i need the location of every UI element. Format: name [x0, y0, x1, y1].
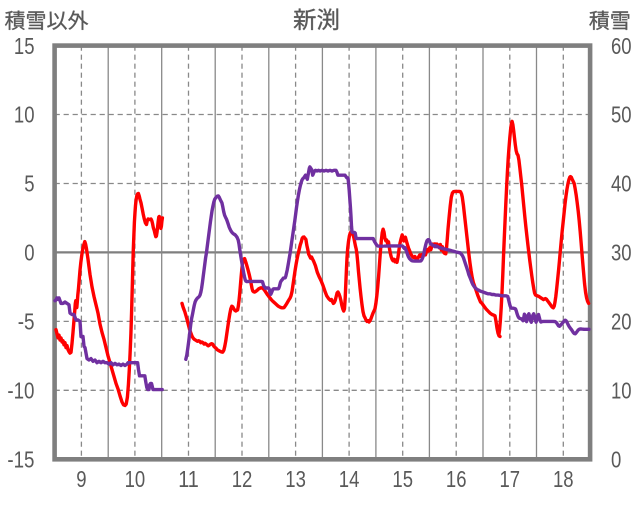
svg-text:50: 50: [611, 102, 632, 128]
svg-text:18: 18: [553, 466, 574, 492]
svg-text:0: 0: [611, 446, 621, 472]
svg-text:15: 15: [392, 466, 413, 492]
svg-text:-10: -10: [7, 378, 34, 404]
svg-text:11: 11: [178, 466, 199, 492]
svg-text:5: 5: [24, 171, 34, 197]
svg-text:17: 17: [500, 466, 521, 492]
svg-text:9: 9: [76, 466, 86, 492]
svg-text:60: 60: [611, 33, 632, 59]
svg-text:0: 0: [24, 240, 34, 266]
svg-text:13: 13: [285, 466, 306, 492]
svg-text:20: 20: [611, 309, 632, 335]
svg-text:14: 14: [339, 466, 360, 492]
svg-text:15: 15: [14, 33, 35, 59]
svg-text:16: 16: [446, 466, 467, 492]
svg-text:-15: -15: [7, 446, 34, 472]
svg-text:10: 10: [14, 102, 35, 128]
svg-text:10: 10: [611, 378, 632, 404]
svg-text:10: 10: [125, 466, 146, 492]
svg-text:12: 12: [232, 466, 253, 492]
svg-text:30: 30: [611, 240, 632, 266]
svg-text:-5: -5: [18, 309, 35, 335]
svg-text:40: 40: [611, 171, 632, 197]
